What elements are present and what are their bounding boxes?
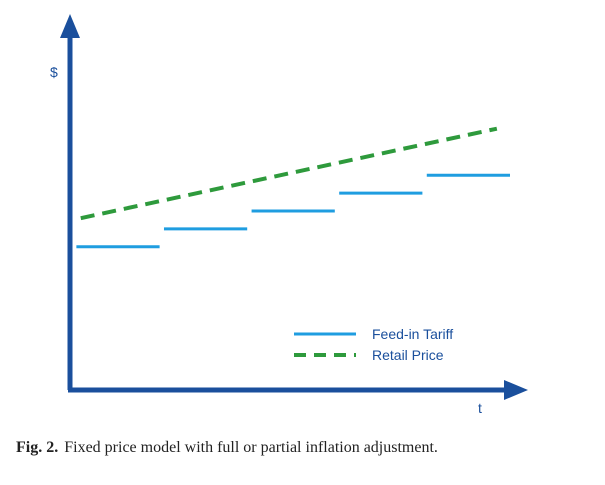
y-axis-label: $ [50,64,58,80]
series-layer [76,126,510,249]
legend-label-retail-price: Retail Price [372,347,444,363]
x-axis-arrow [504,380,528,400]
caption-label: Fig. 2. [16,439,59,456]
y-axis-arrow [60,14,80,38]
axes: $ t [50,14,528,416]
caption-text: Fixed price model with full or partial i… [64,439,438,456]
figure-caption: Fig. 2. Fixed price model with full or pa… [16,439,596,457]
legend-label-feed-in-tariff: Feed-in Tariff [372,326,453,342]
x-axis-label: t [478,400,482,416]
retail-price-line [80,126,498,221]
chart: $ t Feed-in Tariff Retail Price [50,14,528,416]
legend: Feed-in Tariff Retail Price [294,326,453,363]
